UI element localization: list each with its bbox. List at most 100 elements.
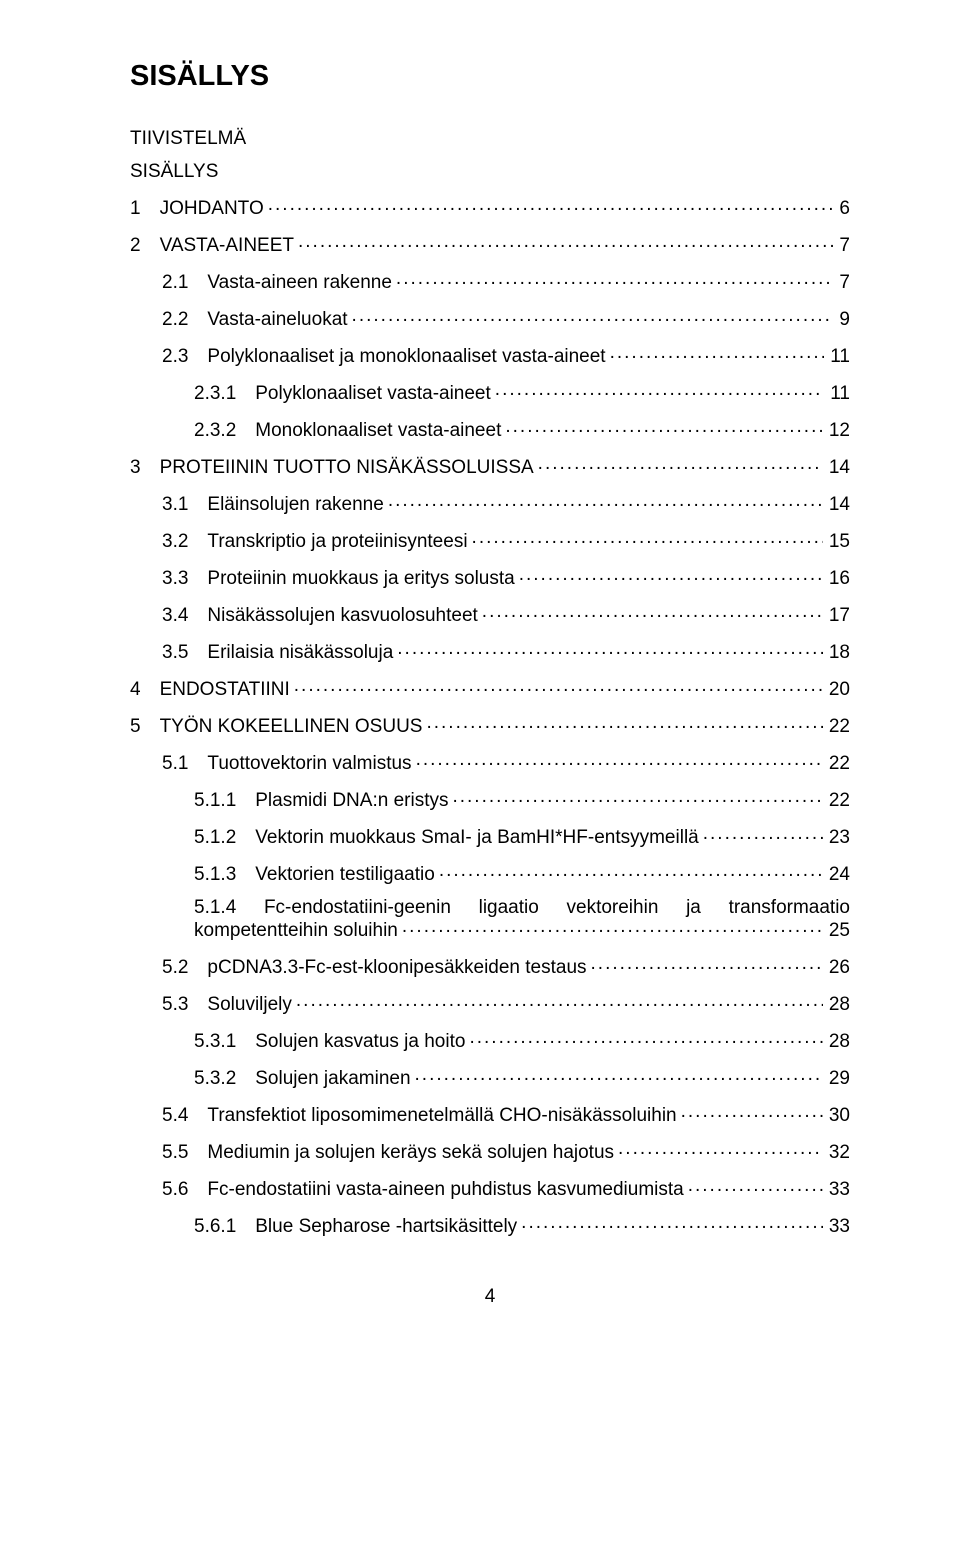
toc-leader: [439, 861, 823, 880]
toc-entry-label: 2 VASTA-AINEET: [130, 236, 298, 255]
toc-entry-label: 3.5 Erilaisia nisäkässoluja: [162, 643, 397, 662]
toc-entry-label: 5.3 Soluviljely: [162, 995, 296, 1014]
toc-entry-page: 15: [823, 532, 850, 551]
toc-entry-page: 14: [823, 458, 850, 477]
toc-entry-label: 5.2 pCDNA3.3-Fc-est-kloonipesäkkeiden te…: [162, 958, 591, 977]
toc-entry: 2.3 Polyklonaaliset ja monoklonaaliset v…: [162, 343, 850, 366]
toc-entry-label: 3.4 Nisäkässolujen kasvuolosuhteet: [162, 606, 482, 625]
toc-entry: 2.2 Vasta-aineluokat 9: [162, 306, 850, 329]
toc-entry-line2: kompetentteihin soluihin25: [194, 917, 850, 940]
toc-entry: 2 VASTA-AINEET 7: [130, 232, 850, 255]
toc-entry-label: SISÄLLYS: [130, 162, 222, 181]
toc-entry-label: 2.3 Polyklonaaliset ja monoklonaaliset v…: [162, 347, 610, 366]
toc-leader: [388, 491, 823, 510]
toc-entry: 5.1.1 Plasmidi DNA:n eristys 22: [194, 787, 850, 810]
toc-leader: [426, 713, 822, 732]
toc-entry-label: 5.3.2 Solujen jakaminen: [194, 1069, 415, 1088]
toc-leader: [495, 380, 824, 399]
toc-leader: [416, 750, 823, 769]
toc-entry-page: 7: [833, 273, 850, 292]
toc-entry-label: 5.1.3 Vektorien testiligaatio: [194, 865, 439, 884]
toc-leader: [591, 954, 823, 973]
toc-entry: 3.2 Transkriptio ja proteiinisynteesi 15: [162, 528, 850, 551]
toc-entry: 5.1.3 Vektorien testiligaatio 24: [194, 861, 850, 884]
page-number: 4: [130, 1286, 850, 1308]
toc-entry: 3.4 Nisäkässolujen kasvuolosuhteet 17: [162, 602, 850, 625]
toc-entry-page: 22: [823, 791, 850, 810]
toc-entry-page: 14: [823, 495, 850, 514]
toc-entry: 5.6.1 Blue Sepharose -hartsikäsittely 33: [194, 1213, 850, 1236]
toc-entry: 3.1 Eläinsolujen rakenne14: [162, 491, 850, 514]
toc-leader: [298, 232, 833, 251]
toc-entry-label: 5.1 Tuottovektorin valmistus: [162, 754, 416, 773]
toc-entry-page: 17: [823, 606, 850, 625]
toc-entry: 3.3 Proteiinin muokkaus ja eritys solust…: [162, 565, 850, 588]
toc-entry-label: kompetentteihin soluihin: [194, 921, 402, 940]
toc-entry-label: 2.1 Vasta-aineen rakenne: [162, 273, 396, 292]
toc-leader: [688, 1176, 823, 1195]
toc-entry: 3 PROTEIININ TUOTTO NISÄKÄSSOLUISSA 14: [130, 454, 850, 477]
toc-entry: 5.1.2 Vektorin muokkaus SmaI- ja BamHI*H…: [194, 824, 850, 847]
toc-entry-line1: 5.1.4Fc-endostatiini-geeninligaatiovekto…: [194, 898, 850, 917]
toc-leader: [352, 306, 834, 325]
toc-entry-page: 29: [823, 1069, 850, 1088]
toc-entry-page: 22: [823, 754, 850, 773]
toc-entry: 2.3.2 Monoklonaaliset vasta-aineet12: [194, 417, 850, 440]
toc-leader: [505, 417, 823, 436]
toc-entry: 5.4 Transfektiot liposomimenetelmällä CH…: [162, 1102, 850, 1125]
toc-entry-page: 30: [823, 1106, 850, 1125]
table-of-contents: TIIVISTELMÄ SISÄLLYS 1 JOHDANTO 6 2 VASTA-AI…: [130, 129, 850, 1236]
toc-leader: [396, 269, 834, 288]
toc-entry-page: 11: [824, 347, 850, 366]
toc-entry-page: 7: [833, 236, 850, 255]
toc-entry: TIIVISTELMÄ: [130, 129, 850, 148]
toc-entry-label: TIIVISTELMÄ: [130, 129, 250, 148]
toc-entry-page: 20: [823, 680, 850, 699]
toc-entry-page: 28: [823, 1032, 850, 1051]
toc-entry-page: 22: [823, 717, 850, 736]
toc-leader: [538, 454, 823, 473]
toc-entry-label: 2.3.2 Monoklonaaliset vasta-aineet: [194, 421, 505, 440]
toc-leader: [610, 343, 825, 362]
toc-entry-page: 26: [823, 958, 850, 977]
toc-entry: 4 ENDOSTATIINI 20: [130, 676, 850, 699]
toc-entry-page: 18: [823, 643, 850, 662]
toc-entry-label: 5 TYÖN KOKEELLINEN OSUUS: [130, 717, 426, 736]
toc-entry-label: 5.1.1 Plasmidi DNA:n eristys: [194, 791, 452, 810]
toc-entry: 3.5 Erilaisia nisäkässoluja 18: [162, 639, 850, 662]
toc-leader: [482, 602, 823, 621]
toc-entry: 5.6 Fc-endostatiini vasta-aineen puhdist…: [162, 1176, 850, 1199]
toc-leader: [472, 528, 823, 547]
toc-entry-label: 5.6.1 Blue Sepharose -hartsikäsittely: [194, 1217, 521, 1236]
toc-entry-label: 2.2 Vasta-aineluokat: [162, 310, 352, 329]
toc-entry-page: 23: [823, 828, 850, 847]
toc-entry-page: 33: [823, 1180, 850, 1199]
toc-entry-label: 3.2 Transkriptio ja proteiinisynteesi: [162, 532, 472, 551]
toc-entry: 5.2 pCDNA3.3-Fc-est-kloonipesäkkeiden te…: [162, 954, 850, 977]
toc-entry-label: 3.3 Proteiinin muokkaus ja eritys solust…: [162, 569, 519, 588]
toc-entry-page: 9: [833, 310, 850, 329]
toc-entry-label: 1 JOHDANTO: [130, 199, 268, 218]
toc-leader: [703, 824, 823, 843]
toc-entry-page: 11: [824, 384, 850, 403]
toc-entry-label: 5.3.1 Solujen kasvatus ja hoito: [194, 1032, 469, 1051]
toc-entry-page: 33: [823, 1217, 850, 1236]
toc-entry: 5.1 Tuottovektorin valmistus 22: [162, 750, 850, 773]
toc-entry: 5.1.4Fc-endostatiini-geeninligaatiovekto…: [194, 898, 850, 940]
toc-entry-page: 24: [823, 865, 850, 884]
toc-leader: [268, 195, 834, 214]
toc-entry-page: 6: [833, 199, 850, 218]
toc-entry: SISÄLLYS: [130, 162, 850, 181]
toc-entry-label: 5.5 Mediumin ja solujen keräys sekä solu…: [162, 1143, 618, 1162]
toc-leader: [519, 565, 823, 584]
toc-entry-page: 28: [823, 995, 850, 1014]
toc-leader: [397, 639, 823, 658]
toc-leader: [294, 676, 823, 695]
toc-entry: 5.3 Soluviljely 28: [162, 991, 850, 1014]
toc-entry-label: 5.6 Fc-endostatiini vasta-aineen puhdist…: [162, 1180, 688, 1199]
toc-entry-label: 3 PROTEIININ TUOTTO NISÄKÄSSOLUISSA: [130, 458, 538, 477]
toc-entry: 5.3.1 Solujen kasvatus ja hoito 28: [194, 1028, 850, 1051]
toc-leader: [415, 1065, 823, 1084]
toc-entry: 5 TYÖN KOKEELLINEN OSUUS 22: [130, 713, 850, 736]
toc-entry-label: 4 ENDOSTATIINI: [130, 680, 294, 699]
